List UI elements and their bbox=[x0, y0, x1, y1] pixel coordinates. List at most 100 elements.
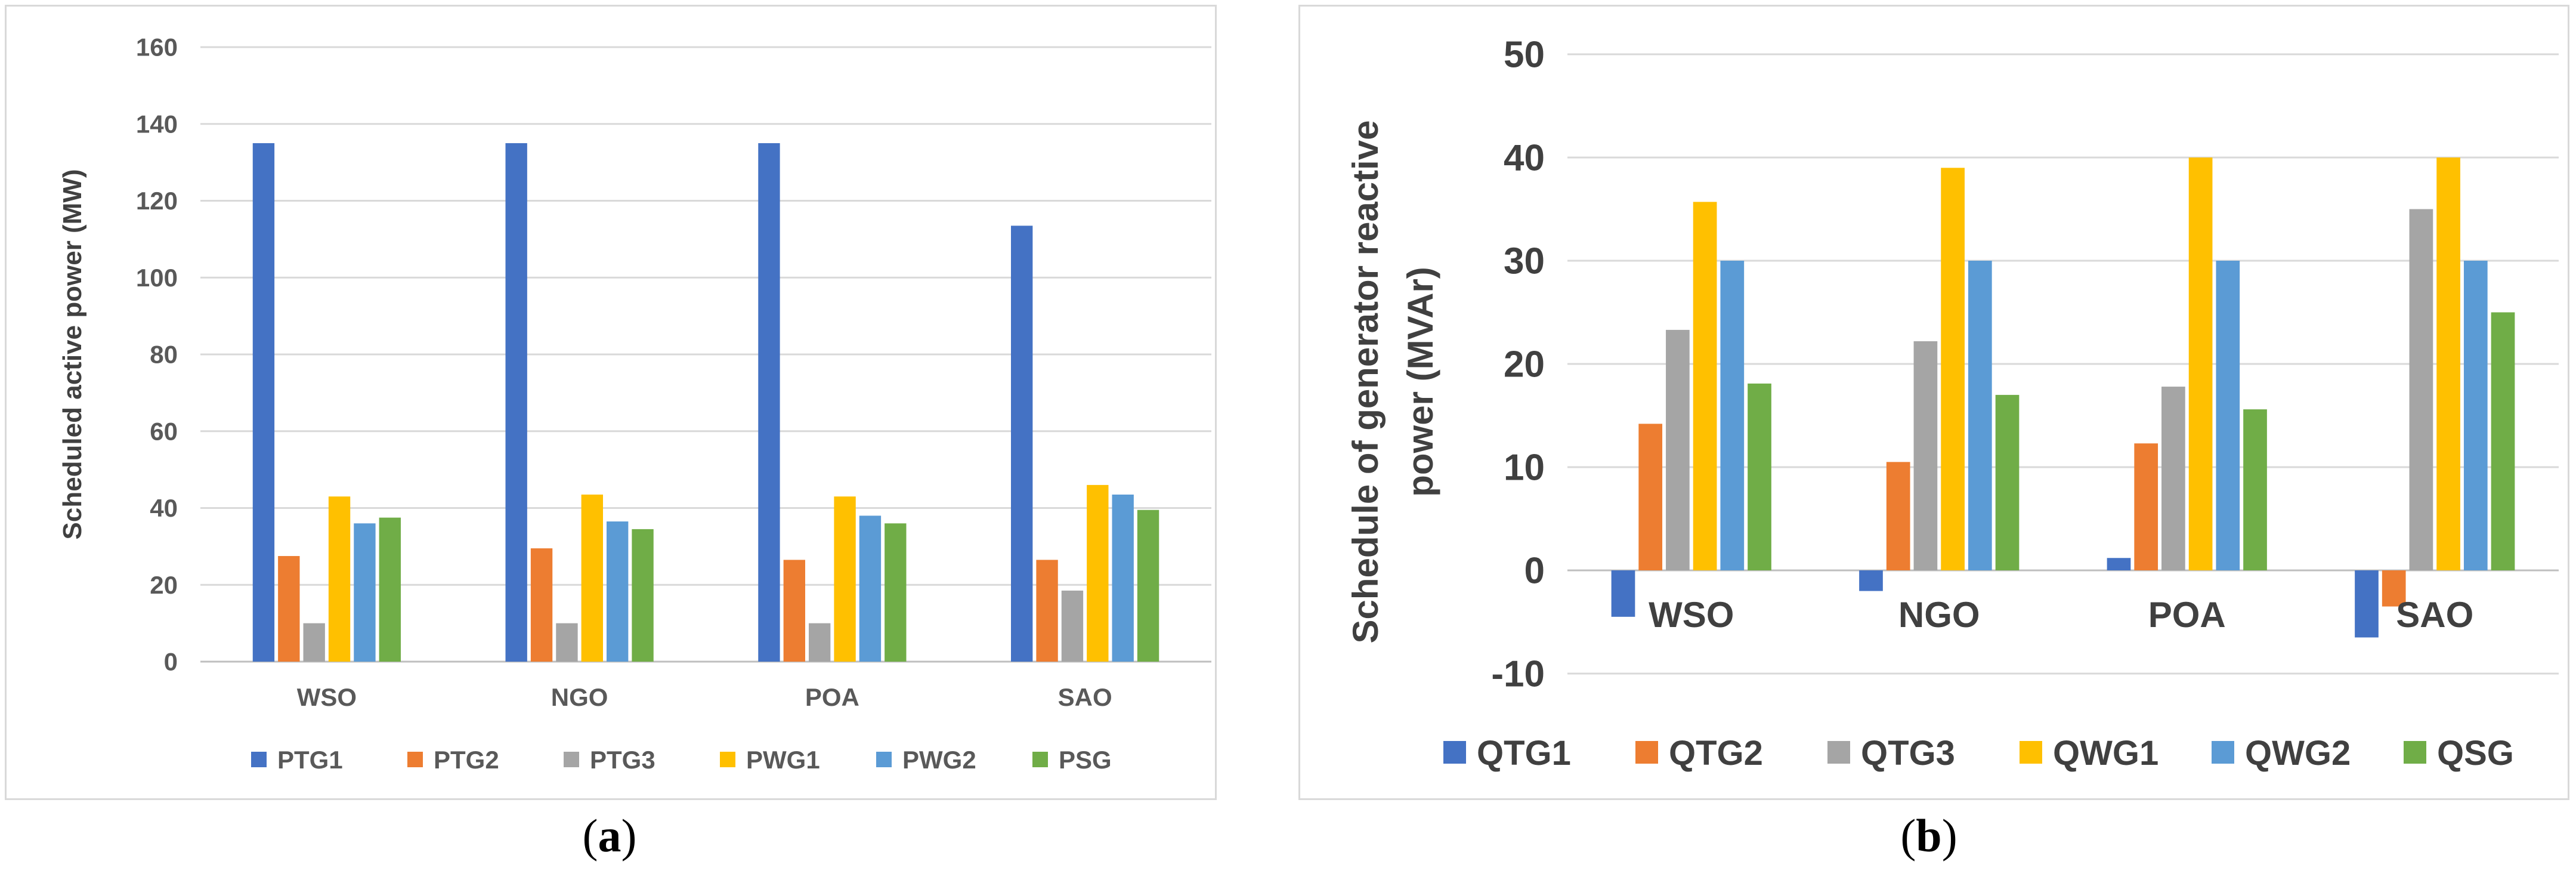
bar-qwg1-sao bbox=[2436, 158, 2460, 570]
bar-psg-poa bbox=[885, 523, 907, 662]
y-tick-label: 20 bbox=[150, 571, 178, 599]
y-axis-title-line2: power (MVAr) bbox=[1400, 267, 1440, 497]
legend-label-qwg2: QWG2 bbox=[2245, 734, 2351, 773]
bar-ptg1-sao bbox=[1011, 226, 1033, 662]
bar-ptg3-ngo bbox=[556, 623, 578, 662]
chart-b-svg: -10 0 10 20 30 40 50 WSO NGO POA SAO Schedule of ge… bbox=[1346, 35, 2559, 773]
bar-pwg2-poa bbox=[859, 515, 882, 662]
legend-label-pwg1: PWG1 bbox=[746, 746, 820, 774]
bar-qtg1-wso bbox=[1611, 570, 1635, 617]
bar-ptg1-poa bbox=[758, 143, 780, 662]
y-tick-label: 80 bbox=[150, 341, 178, 369]
chart-b-panel: -10 0 10 20 30 40 50 WSO NGO POA SAO Schedule of ge… bbox=[1298, 5, 2569, 800]
y-tick-label: 140 bbox=[136, 110, 178, 138]
legend-swatch-psg bbox=[1032, 752, 1048, 767]
bar-qwg1-wso bbox=[1693, 202, 1717, 570]
bar-ptg2-sao bbox=[1036, 560, 1058, 662]
legend-label-ptg3: PTG3 bbox=[590, 746, 655, 774]
x-category-label: POA bbox=[805, 683, 859, 711]
bar-qtg3-wso bbox=[1666, 329, 1690, 570]
legend-label-ptg2: PTG2 bbox=[434, 746, 499, 774]
bar-qtg3-sao bbox=[2409, 209, 2433, 570]
bar-ptg3-sao bbox=[1061, 590, 1084, 662]
legend-label-qtg1: QTG1 bbox=[1477, 734, 1571, 773]
bar-ptg1-ngo bbox=[505, 143, 527, 662]
legend-swatch-qtg1 bbox=[1443, 741, 1466, 764]
legend-swatch-qwg1 bbox=[2020, 741, 2042, 764]
y-tick-label: 30 bbox=[1504, 241, 1545, 282]
bar-ptg3-poa bbox=[809, 623, 831, 662]
chart-a-svg: 0 20 40 60 80 100 120 140 160 WSO NGO POA SAO Schedul… bbox=[58, 33, 1211, 774]
y-tick-label: 10 bbox=[1504, 447, 1545, 489]
bar-pwg1-poa bbox=[834, 496, 856, 662]
legend-swatch-pwg1 bbox=[720, 752, 735, 767]
bar-qtg1-sao bbox=[2355, 570, 2379, 638]
caption-a: (a) bbox=[582, 810, 637, 862]
legend-label-qtg3: QTG3 bbox=[1861, 734, 1955, 773]
bar-ptg3-wso bbox=[303, 623, 325, 662]
legend-swatch-ptg2 bbox=[407, 752, 423, 767]
bar-psg-ngo bbox=[632, 529, 654, 662]
y-tick-label: 20 bbox=[1504, 344, 1545, 385]
x-category-label: SAO bbox=[1058, 683, 1112, 711]
legend-swatch-qtg2 bbox=[1635, 741, 1658, 764]
bar-pwg1-ngo bbox=[581, 494, 603, 662]
bar-qwg2-poa bbox=[2216, 261, 2240, 570]
legend-label-qtg2: QTG2 bbox=[1669, 734, 1763, 773]
bar-qtg2-sao bbox=[2382, 570, 2406, 607]
bar-qwg2-wso bbox=[1720, 261, 1745, 570]
bar-psg-wso bbox=[379, 517, 401, 662]
legend-label-ptg1: PTG1 bbox=[277, 746, 343, 774]
bar-qtg2-poa bbox=[2134, 443, 2158, 570]
y-tick-label: 0 bbox=[1524, 551, 1545, 592]
legend-label-qwg1: QWG1 bbox=[2053, 734, 2158, 773]
legend-swatch-qtg3 bbox=[1827, 741, 1850, 764]
legend-label-psg: PSG bbox=[1059, 746, 1112, 774]
caption-a-letter: a bbox=[598, 810, 621, 862]
bar-ptg2-poa bbox=[783, 560, 805, 662]
y-tick-label: 160 bbox=[136, 33, 178, 61]
y-tick-label: 40 bbox=[150, 494, 178, 522]
y-tick-label: 50 bbox=[1504, 35, 1545, 76]
bar-pwg2-sao bbox=[1112, 494, 1134, 662]
legend-swatch-ptg1 bbox=[251, 752, 267, 767]
x-category-label: NGO bbox=[551, 683, 608, 711]
bar-ptg2-ngo bbox=[530, 548, 553, 662]
y-tick-label: 100 bbox=[136, 264, 178, 292]
legend-swatch-qwg2 bbox=[2212, 741, 2234, 764]
bar-qwg1-poa bbox=[2188, 158, 2213, 570]
chart-a-panel: 0 20 40 60 80 100 120 140 160 WSO NGO POA SAO Schedul… bbox=[5, 5, 1217, 800]
caption-b: (b) bbox=[1900, 810, 1957, 862]
legend-label-pwg2: PWG2 bbox=[902, 746, 976, 774]
bar-pwg1-sao bbox=[1087, 484, 1109, 662]
caption-b-letter: b bbox=[1916, 810, 1942, 862]
y-tick-label: 0 bbox=[164, 648, 178, 676]
bar-ptg1-wso bbox=[252, 143, 275, 662]
bar-qwg2-ngo bbox=[1968, 261, 1992, 570]
y-axis-title: Scheduled active power (MW) bbox=[58, 169, 87, 540]
bar-pwg2-wso bbox=[354, 523, 376, 662]
bar-qwg1-ngo bbox=[1941, 168, 1965, 570]
bar-qtg1-poa bbox=[2107, 558, 2131, 570]
y-tick-label: 40 bbox=[1504, 138, 1545, 179]
bar-qsg-poa bbox=[2243, 409, 2267, 570]
legend-swatch-qsg bbox=[2404, 741, 2426, 764]
bar-psg-sao bbox=[1137, 510, 1159, 662]
bar-qtg3-ngo bbox=[1913, 341, 1938, 570]
x-category-label: SAO bbox=[2396, 595, 2473, 635]
y-axis-title-line1: Schedule of generator reactive bbox=[1346, 121, 1386, 644]
bar-qsg-ngo bbox=[1995, 394, 2020, 570]
x-category-label: NGO bbox=[1898, 595, 1980, 635]
bar-qtg2-ngo bbox=[1886, 462, 1910, 570]
legend-swatch-pwg2 bbox=[876, 752, 892, 767]
y-tick-label: -10 bbox=[1491, 654, 1545, 695]
bar-qtg3-poa bbox=[2161, 387, 2185, 570]
bar-qsg-wso bbox=[1748, 383, 1771, 570]
bar-qtg1-ngo bbox=[1859, 570, 1883, 591]
bar-pwg2-ngo bbox=[607, 521, 629, 662]
y-tick-label: 120 bbox=[136, 187, 178, 215]
x-category-label: WSO bbox=[297, 683, 357, 711]
x-category-label: WSO bbox=[1649, 595, 1734, 635]
bar-pwg1-wso bbox=[328, 496, 351, 662]
bar-ptg2-wso bbox=[278, 555, 300, 662]
